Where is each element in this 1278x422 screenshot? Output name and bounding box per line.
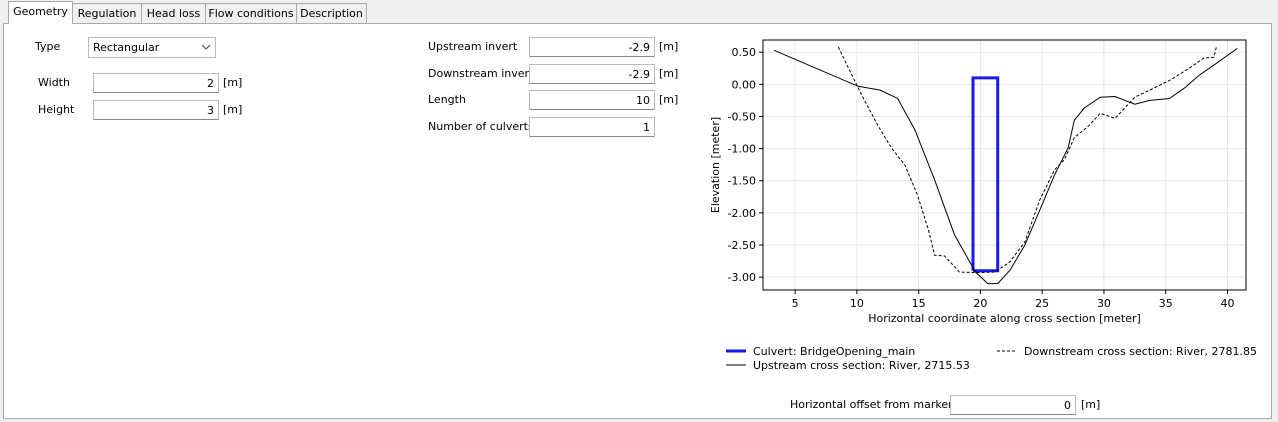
text-input[interactable]: 2	[93, 73, 219, 93]
field-label: Type	[35, 40, 61, 53]
series-line	[837, 46, 1217, 274]
tab[interactable]: Description	[296, 3, 367, 23]
y-tick-label: -1.00	[728, 143, 756, 156]
legend-label: Culvert: BridgeOpening_main	[753, 345, 915, 358]
y-tick-label: 0.50	[732, 46, 757, 59]
tab[interactable]: Regulation	[72, 3, 142, 23]
unit: [m]	[659, 40, 679, 53]
field-label: Horizontal offset from marker 2	[790, 398, 964, 411]
field-label: Width	[38, 76, 70, 89]
y-tick-label: -3.00	[728, 271, 756, 284]
field-label: Upstream invert	[428, 40, 518, 53]
dropdown-value: Rectangular	[93, 41, 160, 54]
y-tick-label: 0.00	[732, 78, 757, 91]
field-label: Number of culverts	[428, 120, 534, 133]
x-tick-label: 10	[850, 297, 864, 310]
text-input[interactable]: 1	[529, 117, 655, 137]
x-tick-label: 5	[792, 297, 799, 310]
text-input[interactable]: -2.9	[529, 37, 655, 57]
field-label: Downstream invert	[428, 67, 534, 80]
text-input[interactable]: 10	[529, 90, 655, 110]
x-tick-label: 30	[1097, 297, 1111, 310]
x-tick-label: 35	[1159, 297, 1173, 310]
text-input[interactable]: -2.9	[529, 64, 655, 84]
unit: [m]	[1081, 398, 1101, 411]
legend-label: Downstream cross section: River, 2781.85	[1024, 345, 1257, 358]
x-tick-label: 15	[912, 297, 926, 310]
unit: [m]	[223, 103, 243, 116]
field-label: Length	[428, 93, 466, 106]
y-tick-label: -1.50	[728, 175, 756, 188]
x-axis-label: Horizontal coordinate along cross sectio…	[868, 312, 1141, 325]
dropdown[interactable]: Rectangular	[88, 37, 216, 58]
unit: [m]	[659, 93, 679, 106]
legend-label: Upstream cross section: River, 2715.53	[753, 359, 970, 372]
tab[interactable]: Flow conditions	[205, 3, 297, 23]
series-line	[971, 76, 1000, 273]
y-axis-label: Elevation [meter]	[709, 117, 722, 213]
chevron	[201, 44, 211, 50]
tab[interactable]: Head loss	[141, 3, 206, 23]
x-tick-label: 20	[973, 297, 987, 310]
x-tick-label: 40	[1220, 297, 1234, 310]
chart: 0.50 0.00 -0.50 -1.00 -1.50 -2.00 -2.50 -3.00 5 1…	[709, 39, 1257, 372]
y-tick-label: -2.50	[728, 239, 756, 252]
y-tick-label: -2.00	[728, 207, 756, 220]
series-line	[773, 47, 1238, 285]
unit: [m]	[223, 76, 243, 89]
x-tick-label: 25	[1035, 297, 1049, 310]
tab[interactable]: Geometry	[8, 1, 73, 24]
plot-frame	[762, 39, 1247, 291]
text-input[interactable]: 3	[93, 100, 219, 120]
unit: [m]	[659, 67, 679, 80]
text-input[interactable]: 0	[950, 395, 1076, 415]
field-label: Height	[38, 103, 75, 116]
y-tick-label: -0.50	[728, 110, 756, 123]
